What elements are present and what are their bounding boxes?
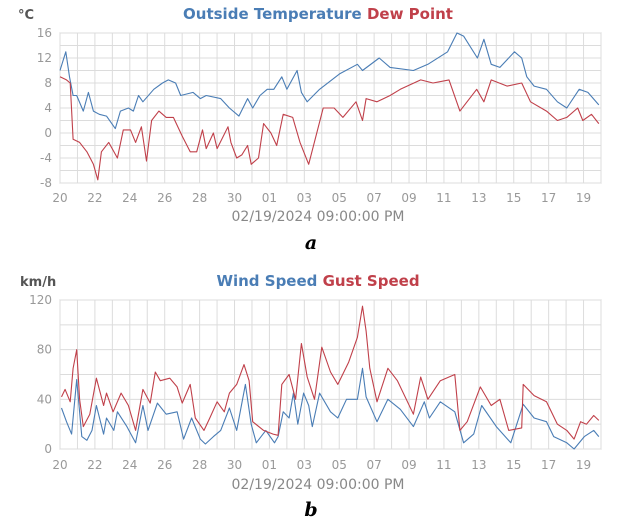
y-tick-label: 16: [37, 26, 52, 40]
y-tick-label: 0: [44, 442, 52, 456]
y-axis-unit: km/h: [20, 275, 56, 290]
caption-a: a: [305, 232, 317, 254]
chart-title: Wind Speed Gust Speed: [216, 272, 419, 290]
x-tick-label: 13: [471, 458, 486, 472]
chart-title: Outside Temperature Dew Point: [183, 5, 453, 23]
x-tick-label: 01: [262, 458, 277, 472]
legend-dew-point[interactable]: Dew Point: [367, 5, 453, 23]
x-tick-label: 19: [576, 458, 591, 472]
series-line-wind-speed: [60, 367, 600, 450]
x-tick-label: 22: [87, 458, 102, 472]
series-line-dew-point: [59, 76, 600, 181]
x-tick-label: 05: [332, 191, 347, 205]
x-tick-label: 17: [541, 191, 556, 205]
y-tick-label: 4: [44, 101, 52, 115]
x-tick-label: 15: [506, 191, 521, 205]
x-tick-label: 28: [192, 458, 207, 472]
x-axis-date-label: 02/19/2024 09:00:00 PM: [232, 209, 405, 225]
x-tick-label: 07: [366, 191, 381, 205]
x-tick-label: 28: [192, 191, 207, 205]
x-tick-label: 24: [122, 191, 137, 205]
x-tick-label: 22: [87, 191, 102, 205]
x-tick-label: 26: [157, 458, 172, 472]
x-tick-label: 05: [332, 458, 347, 472]
y-tick-label: 0: [44, 126, 52, 140]
grid: [59, 299, 602, 450]
x-tick-label: 24: [122, 458, 137, 472]
y-tick-label: 120: [29, 293, 52, 307]
x-tick-label: 20: [52, 191, 67, 205]
x-tick-label: 01: [262, 191, 277, 205]
x-tick-label: 30: [227, 191, 242, 205]
x-tick-label: 11: [436, 191, 451, 205]
x-tick-label: 03: [297, 191, 312, 205]
temperature-chart: °C Outside Temperature Dew Point 02/19/2…: [18, 5, 602, 254]
y-tick-label: -4: [40, 151, 52, 165]
x-tick-label: 19: [576, 191, 591, 205]
x-axis-date-label: 02/19/2024 09:00:00 PM: [232, 477, 405, 493]
legend-outside-temperature[interactable]: Outside Temperature: [183, 5, 362, 23]
x-tick-label: 09: [401, 191, 416, 205]
x-tick-label: 07: [366, 458, 381, 472]
series-line-outside-temperature: [59, 32, 600, 130]
series-line-gust-speed: [61, 305, 600, 440]
grid: [59, 32, 602, 184]
x-tick-label: 17: [541, 458, 556, 472]
y-tick-label: 80: [37, 343, 52, 357]
wind-chart: km/h Wind Speed Gust Speed 02/19/2024 09…: [20, 272, 602, 521]
legend-gust-speed[interactable]: Gust Speed: [323, 272, 420, 290]
y-tick-label: -8: [40, 176, 52, 190]
y-tick-label: 8: [44, 76, 52, 90]
y-tick-label: 40: [37, 392, 52, 406]
legend-wind-speed[interactable]: Wind Speed: [216, 272, 317, 290]
caption-b: b: [304, 499, 317, 521]
x-tick-label: 15: [506, 458, 521, 472]
x-tick-label: 13: [471, 191, 486, 205]
x-tick-label: 20: [52, 458, 67, 472]
y-axis-unit: °C: [18, 8, 34, 23]
x-tick-label: 03: [297, 458, 312, 472]
x-tick-label: 11: [436, 458, 451, 472]
x-tick-label: 09: [401, 458, 416, 472]
x-tick-label: 26: [157, 191, 172, 205]
x-tick-label: 30: [227, 458, 242, 472]
y-tick-label: 12: [37, 51, 52, 65]
